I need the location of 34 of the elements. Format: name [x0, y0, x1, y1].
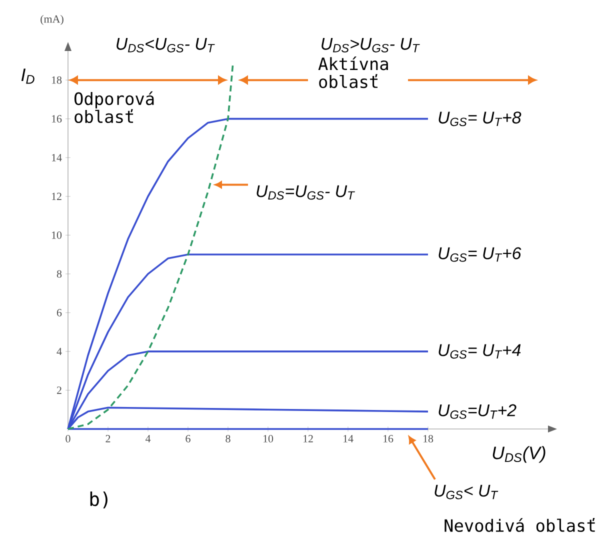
annotation: Aktívna oblasť	[318, 56, 388, 88]
annotation: U$_{DS}$<U$_{GS}$- U$_{T}$	[116, 38, 215, 52]
y-axis-title: I$_{D}$	[21, 68, 34, 84]
y-tick-label: 16	[52, 115, 62, 123]
x-tick-label: 0	[66, 435, 70, 442]
x-tick-label: 18	[423, 435, 434, 442]
x-tick-label: 6	[186, 435, 190, 442]
x-tick-label: 2	[106, 435, 110, 442]
annotation: U$_{DS}$>U$_{GS}$- U$_{T}$	[322, 38, 420, 52]
y-tick-label: 14	[52, 154, 62, 162]
x-tick-label: 14	[343, 435, 354, 442]
text: Nevodivá oblasť	[444, 518, 595, 532]
y-tick-label: 6	[56, 309, 62, 316]
series-label: U$_{GS}$= U$_{T}$+6	[438, 247, 522, 262]
x-tick-label: 12	[303, 435, 313, 442]
text: b)	[90, 492, 108, 508]
text: (mA)	[40, 15, 64, 25]
annotation: U$_{DS}$=U$_{GS}$- U$_{T}$	[256, 185, 355, 200]
x-tick-label: 16	[383, 435, 394, 442]
y-tick-label: 18	[52, 76, 62, 84]
series-label: U$_{GS}$= U$_{T}$+4	[438, 344, 521, 359]
y-tick-label: 10	[52, 231, 62, 239]
x-tick-label: 8	[226, 435, 230, 442]
x-axis-title: U$_{DS}$(V)	[492, 446, 546, 463]
x-tick-label: 4	[145, 435, 151, 442]
series-label: U$_{GS}$= U$_{T}$+8	[438, 112, 522, 126]
x-tick-label: 10	[263, 435, 274, 442]
series-label: U$_{GS}$=U$_{T}$+2	[438, 404, 516, 419]
y-tick-label: 8	[56, 270, 62, 278]
y-tick-label: 12	[52, 192, 62, 200]
text: U$_{GS}$< U$_{T}$	[434, 484, 498, 500]
y-tick-label: 2	[56, 386, 62, 394]
annotation: Odporová oblasť	[74, 91, 154, 124]
y-tick-label: 4	[56, 348, 62, 356]
